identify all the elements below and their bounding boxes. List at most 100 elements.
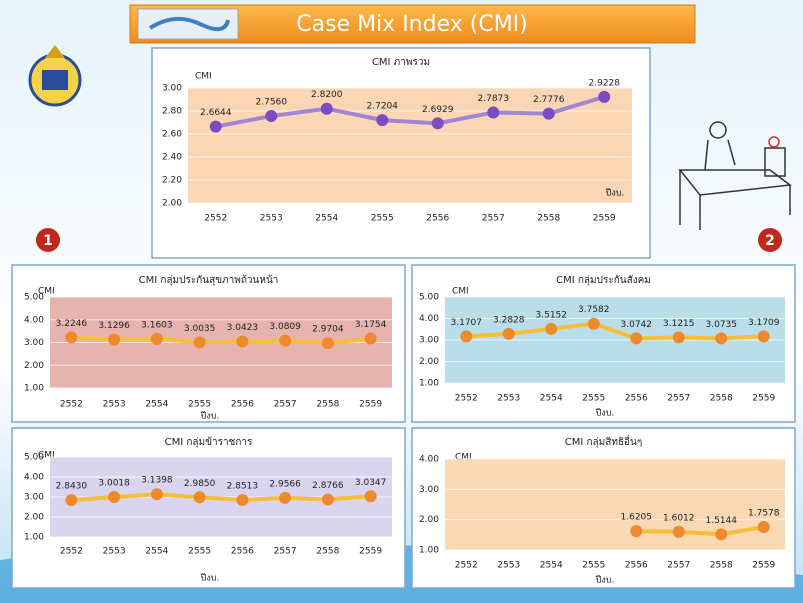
y-tick-label: 2.00 — [24, 513, 44, 523]
data-label: 3.0035 — [184, 324, 216, 334]
y-tick-label: 3.00 — [162, 84, 182, 94]
data-label: 2.7873 — [478, 94, 510, 104]
point — [236, 336, 248, 348]
x-tick-label: 2555 — [582, 394, 605, 404]
x-tick-label: 2555 — [188, 547, 211, 557]
data-label: 2.7776 — [533, 95, 565, 105]
point — [194, 491, 206, 503]
x-axis-label: ปีงบ. — [200, 411, 219, 422]
x-tick-label: 2559 — [752, 561, 775, 571]
point — [322, 493, 334, 505]
point — [487, 106, 499, 118]
plot-area — [445, 459, 785, 550]
data-label: 3.1603 — [141, 320, 173, 330]
data-label: 2.9566 — [269, 479, 301, 489]
data-label: 3.0809 — [269, 322, 301, 332]
y-tick-label: 1.00 — [24, 533, 44, 543]
chart-title: CMI กลุ่มสิทธิอื่นๆ — [565, 434, 643, 448]
data-label: 1.6012 — [663, 513, 695, 523]
x-tick-label: 2556 — [625, 561, 648, 571]
y-tick-label: 4.00 — [419, 314, 439, 324]
data-label: 3.0423 — [227, 323, 259, 333]
x-axis-label: ปีงบ. — [200, 573, 219, 584]
data-label: 3.1709 — [748, 318, 780, 328]
y-tick-label: 2.20 — [162, 176, 182, 186]
x-tick-label: 2555 — [371, 214, 394, 224]
data-label: 3.0742 — [621, 320, 653, 330]
x-tick-label: 2554 — [540, 561, 563, 571]
x-tick-label: 2553 — [497, 561, 520, 571]
point — [758, 330, 770, 342]
y-tick-label: 3.00 — [24, 338, 44, 348]
point — [151, 333, 163, 345]
point — [321, 103, 333, 115]
x-tick-label: 2554 — [540, 394, 563, 404]
data-label: 3.1398 — [141, 476, 173, 486]
x-tick-label: 2558 — [710, 561, 733, 571]
point — [65, 331, 77, 343]
x-tick-label: 2554 — [145, 547, 168, 557]
x-tick-label: 2559 — [359, 400, 382, 410]
slide: Case Mix Index (CMI) 1 2 CMI ภาพรวม CMI ปี… — [0, 0, 803, 603]
point — [376, 114, 388, 126]
x-axis-label: ปีงบ. — [595, 408, 614, 419]
y-tick-label: 1.00 — [419, 546, 439, 556]
x-tick-label: 2552 — [455, 394, 478, 404]
chart-title: CMI กลุ่มประกันสุขภาพถ้วนหน้า — [139, 274, 279, 286]
data-label: 3.7582 — [578, 305, 610, 315]
x-tick-label: 2559 — [752, 394, 775, 404]
chart-title: CMI ภาพรวม — [372, 57, 430, 68]
point — [545, 323, 557, 335]
point — [365, 490, 377, 502]
y-tick-label: 5.00 — [24, 293, 44, 303]
point — [715, 332, 727, 344]
x-tick-label: 2558 — [537, 214, 560, 224]
y-axis-label: CMI — [452, 287, 469, 297]
data-label: 1.5144 — [706, 516, 738, 526]
x-tick-label: 2553 — [103, 547, 126, 557]
data-label: 2.8430 — [56, 482, 88, 492]
x-tick-label: 2557 — [274, 547, 297, 557]
x-tick-label: 2553 — [260, 214, 283, 224]
data-label: 2.6929 — [422, 105, 454, 115]
data-label: 2.6644 — [200, 108, 232, 118]
point — [673, 526, 685, 538]
x-tick-label: 2552 — [455, 561, 478, 571]
point — [151, 488, 163, 500]
point — [279, 492, 291, 504]
point — [630, 332, 642, 344]
x-tick-label: 2556 — [231, 547, 254, 557]
y-tick-label: 2.40 — [162, 153, 182, 163]
point — [630, 525, 642, 537]
y-tick-label: 3.00 — [24, 493, 44, 503]
point — [279, 335, 291, 347]
point — [543, 108, 555, 120]
data-label: 3.1215 — [663, 319, 695, 329]
data-label: 3.2246 — [56, 319, 88, 329]
header-title: Case Mix Index (CMI) — [296, 12, 528, 37]
data-label: 1.6205 — [621, 513, 653, 523]
point — [598, 91, 610, 103]
point — [108, 334, 120, 346]
badge-label: 1 — [43, 233, 53, 249]
y-tick-label: 2.80 — [162, 107, 182, 117]
badge-label: 2 — [765, 233, 775, 249]
x-tick-label: 2554 — [315, 214, 338, 224]
x-tick-label: 2552 — [60, 400, 83, 410]
point — [715, 528, 727, 540]
point — [194, 336, 206, 348]
point — [322, 337, 334, 349]
data-label: 2.9850 — [184, 479, 216, 489]
y-tick-label: 5.00 — [419, 293, 439, 303]
y-tick-label: 1.00 — [419, 379, 439, 389]
x-tick-label: 2558 — [710, 394, 733, 404]
x-tick-label: 2552 — [204, 214, 227, 224]
data-label: 3.0018 — [98, 478, 130, 488]
data-label: 3.5152 — [536, 310, 568, 320]
y-tick-label: 4.00 — [24, 473, 44, 483]
data-label: 2.9228 — [589, 78, 621, 88]
x-axis-label: ปีงบ. — [605, 188, 624, 199]
data-label: 2.8766 — [312, 481, 344, 491]
x-tick-label: 2559 — [359, 547, 382, 557]
data-label: 2.7560 — [256, 98, 288, 108]
